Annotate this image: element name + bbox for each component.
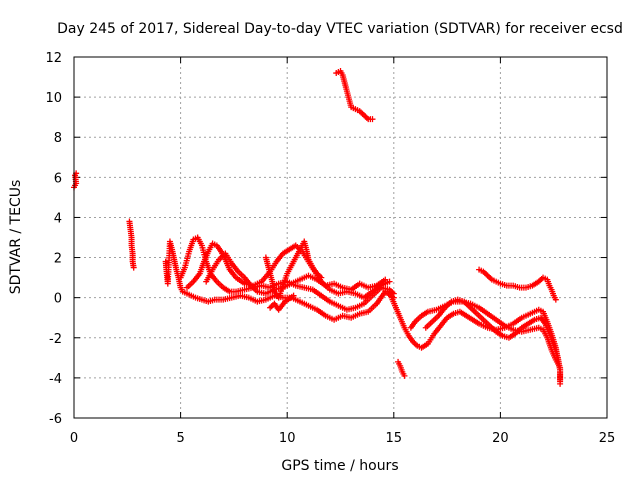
grid [74,57,607,418]
y-tick-label-5: 4 [54,211,62,226]
data-point [390,290,397,297]
y-tick-label-4: 2 [54,252,62,267]
data-point [369,116,376,123]
x-axis-label: GPS time / hours [281,458,398,474]
y-tick-label-2: -2 [49,332,62,347]
chart-title: Day 245 of 2017, Sidereal Day-to-day VTE… [57,21,623,37]
x-tick-label-1: 5 [176,431,184,446]
data-point [318,274,325,281]
x-tick-label-4: 20 [492,431,509,446]
data-point [557,380,564,387]
data-point [290,292,297,299]
data-point [382,276,389,283]
data-point [401,372,408,379]
y-tick-label-1: -4 [49,372,62,387]
data-point [130,264,137,271]
y-tick-label-8: 10 [45,91,62,106]
x-tick-label-2: 10 [279,431,296,446]
plot-border [73,56,608,419]
y-tick-label-9: 12 [45,51,62,66]
x-tick-label-3: 15 [386,431,403,446]
y-tick-label-0: -6 [49,412,62,427]
x-tick-label-0: 0 [70,431,78,446]
x-tick-label-5: 25 [599,431,616,446]
y-tick-label-3: 0 [54,292,62,307]
y-tick-label-6: 6 [54,171,62,186]
y-axis-label: SDTVAR / TECUs [8,180,24,295]
y-tick-label-7: 8 [54,131,62,146]
data-markers [71,68,564,387]
data-point [386,278,393,285]
data-point [552,296,559,303]
